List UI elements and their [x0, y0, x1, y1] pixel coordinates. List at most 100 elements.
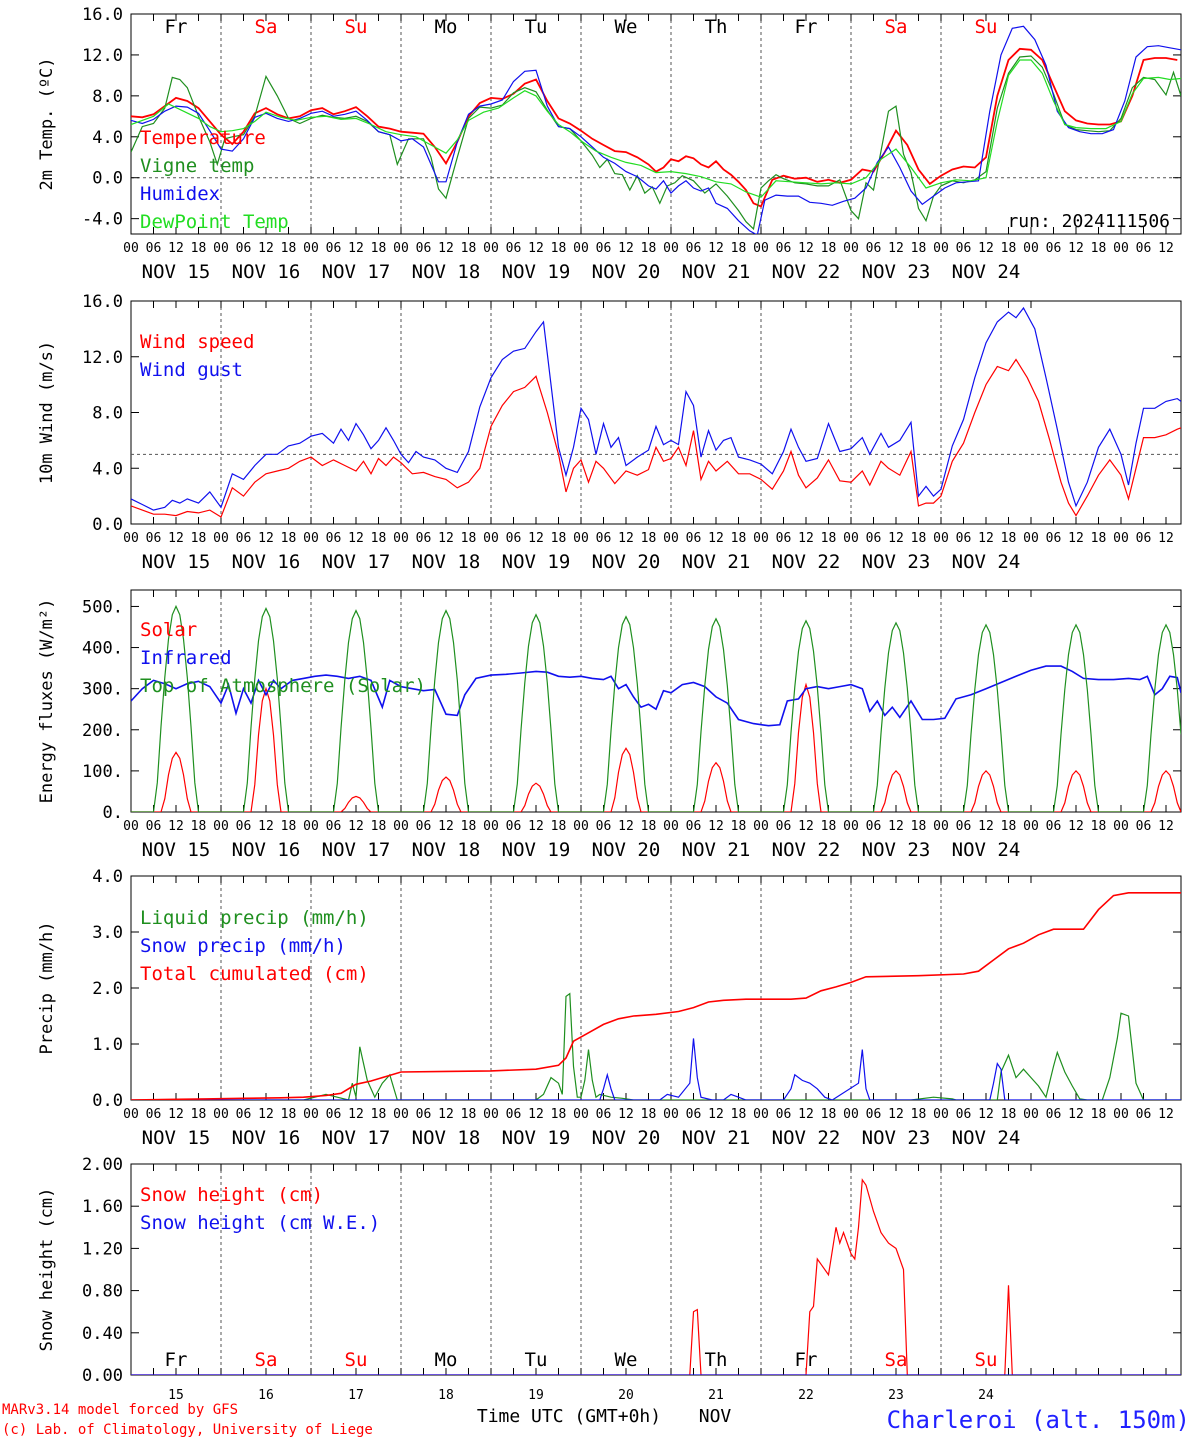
x-hour-label: 06 [776, 241, 792, 256]
x-hour-label: 00 [483, 1107, 499, 1122]
x-hour-label: 12 [708, 531, 724, 546]
legend-entry: Snow precip (mm/h) [140, 935, 346, 957]
y-tick-label: 400. [82, 639, 123, 659]
x-hour-label: 18 [1091, 241, 1107, 256]
x-hour-label: 18 [731, 1107, 747, 1122]
x-hour-label: 06 [956, 1107, 972, 1122]
x-hour-label: 18 [191, 819, 207, 834]
x-date-label: NOV 18 [412, 551, 481, 573]
y-tick-label: 1.20 [82, 1239, 123, 1259]
y-tick-label: 0.0 [92, 169, 123, 189]
x-date-label: NOV 22 [772, 261, 841, 283]
x-hour-label: 12 [978, 1107, 994, 1122]
y-tick-label: 4.0 [92, 128, 123, 148]
y-axis-label: Snow height (cm) [37, 1188, 57, 1352]
x-hour-label: 18 [821, 819, 837, 834]
x-hour-label: 06 [776, 531, 792, 546]
x-hour-label: 18 [1001, 819, 1017, 834]
x-hour-label: 00 [573, 241, 589, 256]
x-hour-label: 12 [798, 241, 814, 256]
y-tick-label: 0.0 [92, 515, 123, 535]
x-hour-label: 12 [438, 531, 454, 546]
x-hour-label: 06 [1046, 241, 1062, 256]
x-hour-label: 18 [641, 531, 657, 546]
series-line-total-cumulated-cm- [131, 892, 1181, 1100]
legend-entry: Vigne temp [140, 155, 254, 177]
x-date-label: NOV 22 [772, 551, 841, 573]
x-hour-label: 18 [1091, 819, 1107, 834]
x-hour-label: 06 [866, 241, 882, 256]
y-tick-label: 200. [82, 721, 123, 741]
x-date-label: NOV 21 [682, 551, 751, 573]
x-date-label: NOV 24 [952, 261, 1021, 283]
weekday-label: We [615, 16, 638, 38]
plot-frame [130, 13, 1182, 235]
x-hour-label: 00 [1023, 241, 1039, 256]
x-hour-label: 12 [1158, 241, 1174, 256]
x-hour-label: 00 [393, 531, 409, 546]
x-hour-label: 00 [213, 241, 229, 256]
x-hour-label: 12 [618, 531, 634, 546]
x-hour-label: 00 [303, 531, 319, 546]
x-date-label: NOV 23 [862, 839, 931, 861]
x-hour-label: 18 [1001, 241, 1017, 256]
x-hour-label: 18 [281, 531, 297, 546]
x-day-number: 15 [168, 1388, 184, 1403]
x-date-label: NOV 24 [952, 1127, 1021, 1149]
x-hour-label: 00 [213, 1107, 229, 1122]
x-hour-label: 12 [528, 1107, 544, 1122]
x-date-label: NOV 23 [862, 1127, 931, 1149]
legend-entry: Snow height (cm) [140, 1184, 323, 1206]
x-hour-label: 06 [416, 819, 432, 834]
x-day-number: 24 [978, 1388, 994, 1403]
x-date-label: NOV 15 [142, 839, 211, 861]
x-hour-label: 06 [146, 819, 162, 834]
x-hour-label: 00 [213, 531, 229, 546]
weekday-label: Sa [255, 1349, 278, 1371]
x-hour-label: 06 [236, 1107, 252, 1122]
series-line-wind-gust [131, 306, 1181, 511]
x-date-label: NOV 19 [502, 839, 571, 861]
x-hour-label: 06 [686, 1107, 702, 1122]
x-hour-label: 18 [1001, 531, 1017, 546]
x-hour-label: 12 [438, 819, 454, 834]
series-line-snow-height-cm- [131, 1178, 1181, 1375]
x-hour-label: 18 [551, 819, 567, 834]
weekday-label: Mo [435, 16, 458, 38]
x-date-label: NOV 22 [772, 839, 841, 861]
x-date-label: NOV 17 [322, 839, 391, 861]
y-tick-label: 2.0 [92, 979, 123, 999]
x-hour-label: 06 [506, 241, 522, 256]
x-hour-label: 18 [191, 241, 207, 256]
x-hour-label: 00 [303, 819, 319, 834]
legend-entry: Total cumulated (cm) [140, 963, 369, 985]
legend-entry: Temperature [140, 127, 266, 149]
legend-entry: Infrared [140, 647, 232, 669]
series-line-top-of-atmosphere-solar- [131, 604, 1181, 812]
y-tick-label: 2.00 [82, 1155, 123, 1175]
x-hour-label: 12 [708, 819, 724, 834]
weekday-label: Su [975, 1349, 998, 1371]
x-hour-label: 00 [663, 241, 679, 256]
x-hour-label: 18 [281, 819, 297, 834]
x-hour-label: 18 [371, 819, 387, 834]
x-hour-label: 00 [1113, 1107, 1129, 1122]
y-tick-label: 12.0 [82, 348, 123, 368]
x-hour-label: 18 [731, 531, 747, 546]
weekday-label: Fr [795, 1349, 818, 1371]
weekday-label: Su [975, 16, 998, 38]
x-hour-label: 18 [551, 1107, 567, 1122]
x-hour-label: 00 [393, 1107, 409, 1122]
x-hour-label: 18 [281, 1107, 297, 1122]
x-day-number: 22 [798, 1388, 814, 1403]
panel-temp: -4.0 0.0 4.0 8.0 12.0 16.0 2m Temp. (ºC) 00 06 12… [37, 5, 1182, 283]
x-date-label: NOV 24 [952, 839, 1021, 861]
y-tick-label: 0. [103, 803, 123, 823]
x-hour-label: 06 [1046, 531, 1062, 546]
y-tick-label: 100. [82, 762, 123, 782]
x-hour-label: 06 [326, 531, 342, 546]
x-date-label: NOV 21 [682, 261, 751, 283]
legend-entry: Wind gust [140, 359, 243, 381]
y-tick-label: 1.60 [82, 1197, 123, 1217]
x-hour-label: 12 [528, 531, 544, 546]
